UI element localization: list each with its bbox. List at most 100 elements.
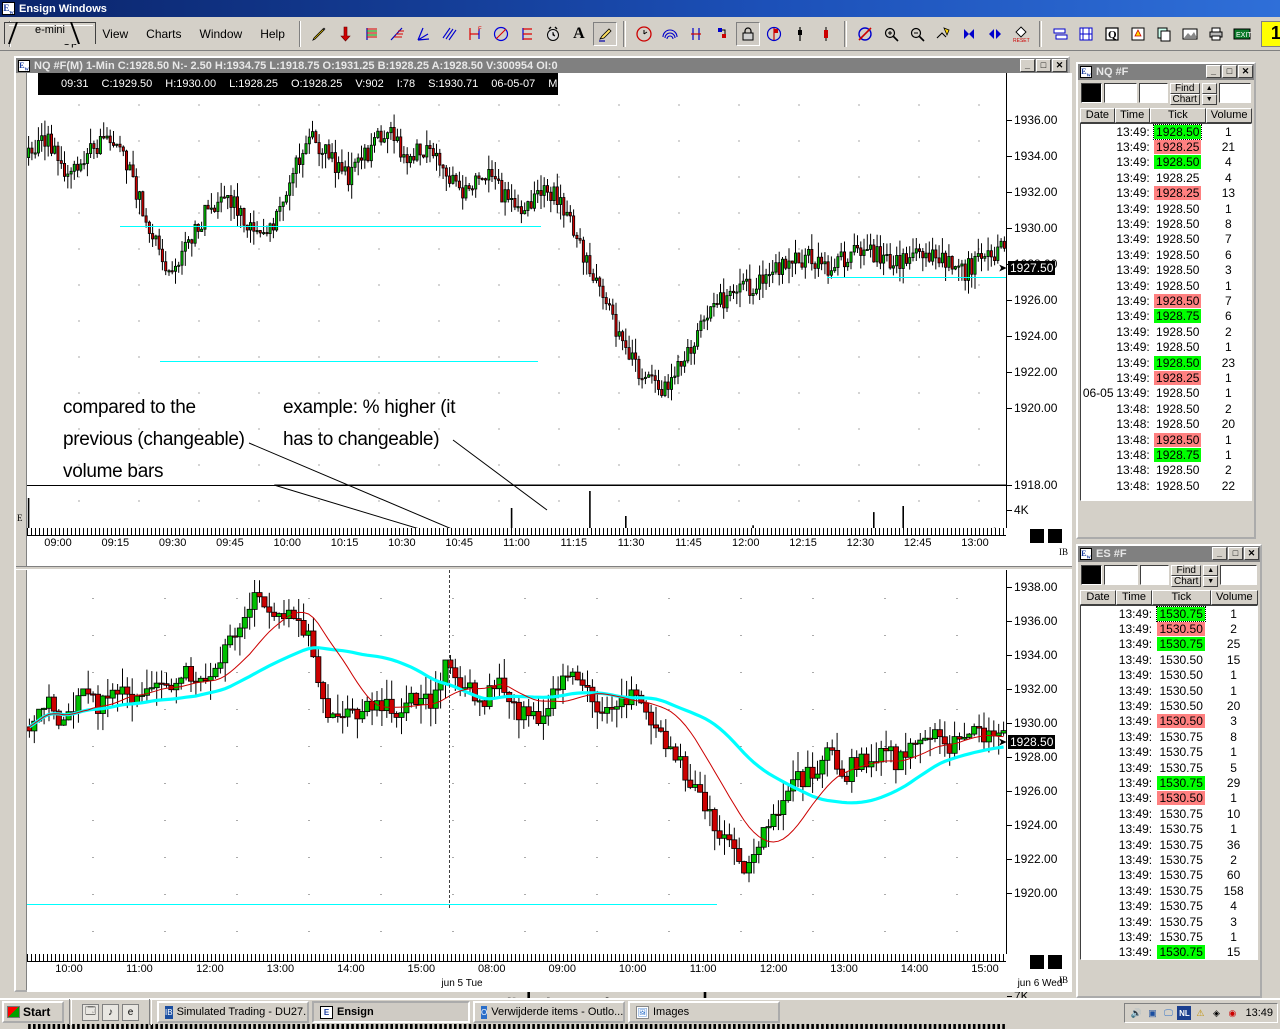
alarm-clock-icon[interactable] [541, 22, 565, 46]
language-nl-icon[interactable]: NL [1177, 1006, 1191, 1020]
start-button[interactable]: Start [2, 1001, 64, 1023]
copy-icon[interactable] [1152, 22, 1176, 46]
shield-icon[interactable]: ◈ [1209, 1006, 1223, 1020]
task-images[interactable]: 🖼 Images [628, 1001, 780, 1023]
column-header-tick[interactable]: Tick [1152, 590, 1211, 605]
reset-icon[interactable]: RESET [1009, 22, 1033, 46]
minimize-button[interactable]: _ [1206, 65, 1221, 78]
minimize-button[interactable]: _ [1212, 547, 1227, 560]
circle-cross-icon[interactable] [762, 22, 786, 46]
symbol-input[interactable] [1104, 565, 1138, 585]
find-button[interactable]: Find [1171, 565, 1201, 576]
lower-chart-pane[interactable]: 1938.00 1936.00 1934.00 1932.00 1930.00 … [27, 570, 1072, 954]
filter-input[interactable] [1139, 83, 1168, 103]
upper-chart-pane[interactable]: 09:31 C:1929.50 H:1930.00 L:1928.25 O:19… [27, 73, 1072, 528]
zoom-in-icon[interactable] [879, 22, 903, 46]
trend-lines-icon[interactable] [411, 22, 435, 46]
column-header-date[interactable]: Date [1080, 590, 1116, 605]
clock-icon[interactable] [632, 22, 656, 46]
maximize-button[interactable]: □ [1036, 59, 1051, 72]
maximize-button[interactable]: □ [1228, 547, 1243, 560]
refresh-icon[interactable] [853, 22, 877, 46]
scroll-up-button[interactable]: ▲ [1203, 565, 1218, 576]
lower-price-axis[interactable]: 1938.00 1936.00 1934.00 1932.00 1930.00 … [1006, 570, 1072, 954]
scroll-down-button[interactable]: ▼ [1203, 576, 1218, 587]
column-header-tick[interactable]: Tick [1150, 108, 1207, 123]
quote-icon[interactable]: Q [1100, 22, 1124, 46]
print-icon[interactable] [1204, 22, 1228, 46]
zoom-out-icon[interactable] [905, 22, 929, 46]
column-header-time[interactable]: Time [1116, 590, 1152, 605]
arcs-icon[interactable] [658, 22, 682, 46]
color-swatch[interactable] [1081, 83, 1102, 103]
highlighter-icon[interactable] [593, 22, 617, 46]
menu-help[interactable]: Help [251, 25, 294, 43]
close-button[interactable]: ✕ [1238, 65, 1253, 78]
down-arrow-icon[interactable] [333, 22, 357, 46]
flag-icon[interactable] [710, 22, 734, 46]
filter-input[interactable] [1140, 565, 1169, 585]
task-simulated-trading[interactable]: IB Simulated Trading - DU27... [157, 1001, 309, 1023]
tile-icon[interactable] [1048, 22, 1072, 46]
pencil-icon[interactable] [307, 22, 331, 46]
symbol-input[interactable] [1104, 83, 1137, 103]
warning-icon[interactable]: ⚠ [1193, 1006, 1207, 1020]
browser-icon[interactable]: e [122, 1004, 139, 1021]
fib-retracement-icon[interactable]: F [463, 22, 487, 46]
marker-icon[interactable] [788, 22, 812, 46]
column-header-date[interactable]: Date [1080, 108, 1115, 123]
cycle-icon[interactable] [684, 22, 708, 46]
find-button[interactable]: Find [1170, 83, 1200, 94]
alert-icon[interactable] [1126, 22, 1150, 46]
column-header-time[interactable]: Time [1115, 108, 1150, 123]
task-ensign[interactable]: E Ensign [312, 1001, 470, 1023]
bar-icon[interactable] [814, 22, 838, 46]
show-desktop-icon[interactable]: 🗔 [82, 1004, 99, 1021]
snapshot-icon[interactable] [1178, 22, 1202, 46]
scroll-up-button[interactable]: ▲ [1202, 83, 1217, 94]
fibonacci-lines-icon[interactable] [359, 22, 383, 46]
exit-icon[interactable]: EXIT [1230, 22, 1254, 46]
value-input[interactable] [1220, 565, 1257, 585]
expand-icon[interactable] [983, 22, 1007, 46]
color-swatch[interactable] [1081, 565, 1102, 585]
pan-icon[interactable] [931, 22, 955, 46]
upper-price-axis[interactable]: 1936.00 1934.00 1932.00 1930.00 1928.00 … [1006, 73, 1072, 528]
lock-icon[interactable] [736, 22, 760, 46]
minimize-button[interactable]: _ [1020, 59, 1035, 72]
menu-charts[interactable]: Charts [137, 25, 190, 43]
